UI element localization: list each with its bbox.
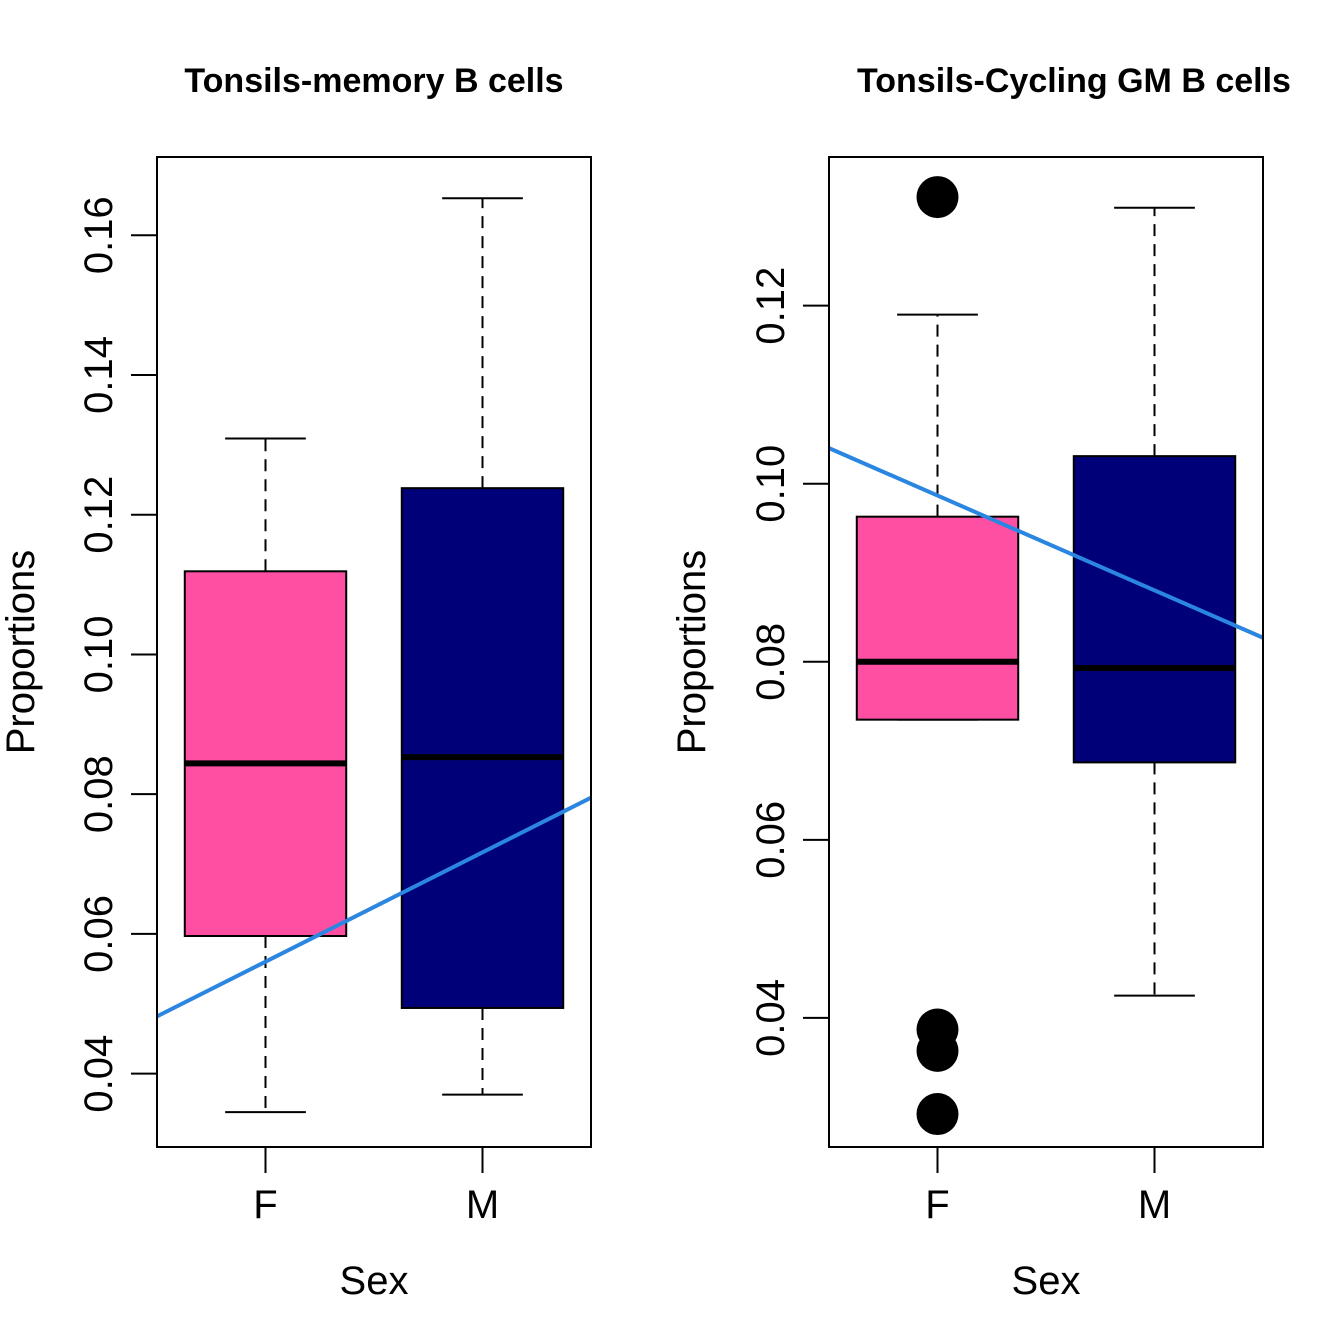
- x-tick-label: F: [253, 1183, 277, 1227]
- y-tick-label: 0.12: [749, 267, 793, 345]
- box-iqr: [855, 515, 1020, 721]
- outlier-point: [916, 176, 959, 219]
- x-tick-label: M: [466, 1183, 499, 1227]
- box-M: [400, 197, 565, 1096]
- outlier-point: [916, 1029, 959, 1072]
- panel-tonsils-cycling-gm-b-cells: Tonsils-Cycling GM B cells Proportions S…: [670, 62, 1291, 1303]
- x-tick-label: F: [925, 1183, 949, 1227]
- y-tick-label: 0.16: [77, 196, 121, 274]
- y-axis-label: Proportions: [670, 550, 714, 755]
- x-tick-label: M: [1138, 1183, 1171, 1227]
- y-axis-label: Proportions: [0, 550, 43, 755]
- box-iqr: [183, 570, 348, 938]
- chart-title: Tonsils-Cycling GM B cells: [857, 62, 1291, 100]
- y-tick-label: 0.04: [77, 1035, 121, 1113]
- y-tick-label: 0.10: [749, 445, 793, 523]
- box-F: [183, 437, 348, 1114]
- box-F: [855, 176, 1020, 1136]
- box-iqr: [400, 487, 565, 1009]
- y-tick-label: 0.08: [749, 623, 793, 701]
- x-axis-label: Sex: [1012, 1259, 1081, 1303]
- trend-line: [828, 446, 1264, 640]
- y-tick-label: 0.06: [749, 801, 793, 879]
- plot-area: 0.040.060.080.100.12F M: [749, 156, 1264, 1227]
- y-tick-label: 0.06: [77, 895, 121, 973]
- plot-frame: [156, 156, 592, 1148]
- chart-title: Tonsils-memory B cells: [184, 62, 563, 100]
- y-axis: 0.04 0.06 0.08 0.10 0.12: [749, 267, 829, 1057]
- box-iqr: [1072, 455, 1237, 764]
- y-tick-label: 0.12: [77, 476, 121, 554]
- y-tick-label: 0.10: [77, 616, 121, 694]
- panel-tonsils-memory-b-cells: Tonsils-memory B cells Proportions Sex 0…: [0, 62, 592, 1303]
- y-tick-label: 0.04: [749, 979, 793, 1057]
- x-axis-label: Sex: [340, 1259, 409, 1303]
- trend-line: [156, 795, 592, 1019]
- plot-frame: [828, 156, 1264, 1148]
- y-tick-label: 0.14: [77, 336, 121, 414]
- plot-area: 0.040.060.080.100.120.140.16F M: [77, 156, 592, 1227]
- outlier-point: [916, 1093, 959, 1136]
- y-tick-label: 0.08: [77, 755, 121, 833]
- y-axis: 0.04 0.06 0.08 0.10 0.12 0.14 0.16: [77, 196, 157, 1113]
- box-M: [1072, 206, 1237, 997]
